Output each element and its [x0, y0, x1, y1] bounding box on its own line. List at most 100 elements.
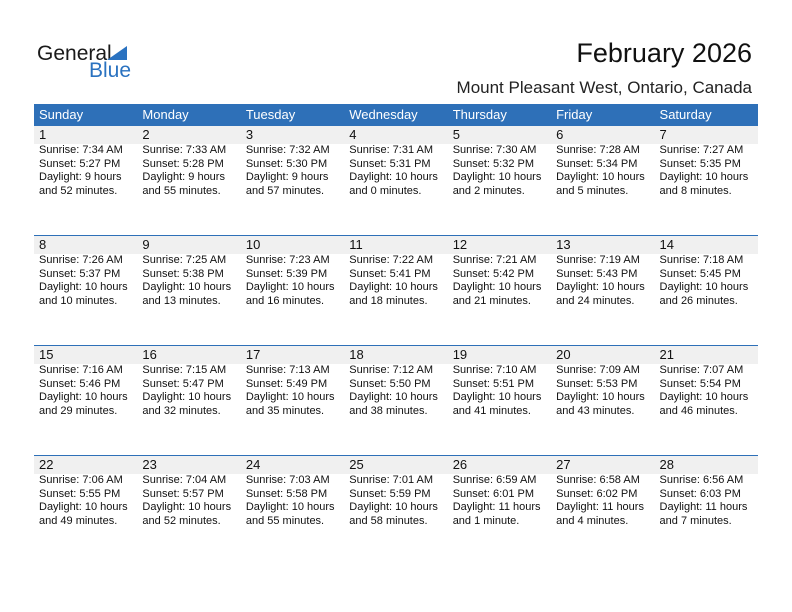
minutes-text: and 26 minutes.	[659, 294, 738, 307]
day-number: 3	[240, 126, 345, 144]
daylight-text: Daylight: 10 hours	[245, 281, 335, 293]
sunrise-text: Sunrise: 7:18 AM	[659, 254, 744, 266]
sunrise-text: Sunrise: 6:58 AM	[556, 474, 640, 486]
sunset-text: Sunset: 5:58 PM	[245, 487, 328, 500]
day-number: 25	[344, 456, 448, 474]
sunrise-text: Sunrise: 7:26 AM	[39, 254, 123, 266]
day-cell: 1 Sunrise: 7:34 AM Sunset: 5:27 PM Daylight…	[34, 126, 138, 236]
minutes-text: and 35 minutes.	[245, 404, 325, 417]
daylight-text: Daylight: 9 hours	[142, 171, 225, 183]
daylight-text: Daylight: 10 hours	[349, 281, 438, 293]
day-cell: 22 Sunrise: 7:06 AM Sunset: 5:55 PM Dayligh…	[34, 456, 138, 566]
sunset-text: Sunset: 5:42 PM	[452, 267, 535, 280]
minutes-text: and 32 minutes.	[142, 404, 221, 417]
day-cell: 13 Sunrise: 7:19 AM Sunset: 5:43 PM Dayligh…	[551, 236, 655, 346]
day-number: 7	[654, 126, 758, 144]
day-number: 21	[654, 346, 758, 364]
daylight-text: Daylight: 10 hours	[659, 391, 749, 403]
sunrise-text: Sunrise: 7:01 AM	[349, 474, 434, 486]
sunrise-text: Sunrise: 7:09 AM	[556, 364, 640, 376]
calendar-week: 1 Sunrise: 7:34 AM Sunset: 5:27 PM Daylight…	[34, 126, 758, 236]
minutes-text: and 29 minutes.	[39, 404, 118, 417]
minutes-text: and 52 minutes.	[39, 184, 118, 197]
minutes-text: and 13 minutes.	[142, 294, 221, 307]
daylight-text: Daylight: 10 hours	[452, 281, 542, 293]
day-cell: 19 Sunrise: 7:10 AM Sunset: 5:51 PM Dayligh…	[447, 346, 552, 456]
sunrise-text: Sunrise: 7:22 AM	[349, 254, 434, 266]
daylight-text: Daylight: 10 hours	[659, 171, 749, 183]
sunset-text: Sunset: 5:35 PM	[659, 157, 741, 170]
calendar-week: 22 Sunrise: 7:06 AM Sunset: 5:55 PM Dayligh…	[34, 455, 758, 566]
sunrise-text: Sunrise: 7:07 AM	[659, 364, 744, 376]
day-cell: 16 Sunrise: 7:15 AM Sunset: 5:47 PM Dayligh…	[137, 346, 241, 456]
day-number: 8	[34, 236, 138, 254]
sunrise-text: Sunrise: 7:28 AM	[556, 144, 640, 156]
day-cell: 10 Sunrise: 7:23 AM Sunset: 5:39 PM Dayligh…	[240, 236, 345, 346]
day-number: 16	[137, 346, 241, 364]
day-number: 5	[447, 126, 552, 144]
day-number: 18	[344, 346, 448, 364]
sunset-text: Sunset: 5:31 PM	[349, 157, 431, 170]
daylight-text: Daylight: 10 hours	[142, 391, 232, 403]
daylight-text: Daylight: 10 hours	[452, 171, 542, 183]
sunset-text: Sunset: 6:02 PM	[556, 487, 638, 500]
weekday-friday: Friday	[556, 107, 593, 122]
sunset-text: Sunset: 5:41 PM	[349, 267, 431, 280]
day-number: 2	[137, 126, 241, 144]
minutes-text: and 10 minutes.	[39, 294, 118, 307]
minutes-text: and 55 minutes.	[245, 514, 325, 527]
day-cell: 15 Sunrise: 7:16 AM Sunset: 5:46 PM Dayligh…	[34, 346, 138, 456]
day-number: 11	[344, 236, 448, 254]
minutes-text: and 57 minutes.	[245, 184, 325, 197]
daylight-text: Daylight: 9 hours	[39, 171, 122, 183]
daylight-text: Daylight: 10 hours	[142, 501, 232, 513]
sunset-text: Sunset: 5:54 PM	[659, 377, 741, 390]
day-cell: 23 Sunrise: 7:04 AM Sunset: 5:57 PM Dayligh…	[137, 456, 241, 566]
day-cell: 14 Sunrise: 7:18 AM Sunset: 5:45 PM Dayligh…	[654, 236, 758, 346]
sunrise-text: Sunrise: 7:33 AM	[142, 144, 227, 156]
sunset-text: Sunset: 5:55 PM	[39, 487, 121, 500]
day-number: 28	[654, 456, 758, 474]
daylight-text: Daylight: 10 hours	[556, 391, 645, 403]
daylight-text: Daylight: 10 hours	[349, 391, 438, 403]
daylight-text: Daylight: 10 hours	[39, 391, 128, 403]
minutes-text: and 58 minutes.	[349, 514, 428, 527]
daylight-text: Daylight: 10 hours	[39, 501, 128, 513]
sunrise-text: Sunrise: 7:04 AM	[142, 474, 227, 486]
calendar-week: 8 Sunrise: 7:26 AM Sunset: 5:37 PM Daylight…	[34, 235, 758, 346]
sunrise-text: Sunrise: 6:56 AM	[659, 474, 744, 486]
day-cell: 18 Sunrise: 7:12 AM Sunset: 5:50 PM Dayligh…	[344, 346, 448, 456]
sunset-text: Sunset: 5:27 PM	[39, 157, 121, 170]
minutes-text: and 38 minutes.	[349, 404, 428, 417]
minutes-text: and 8 minutes.	[659, 184, 732, 197]
weekday-monday: Monday	[142, 107, 189, 122]
daylight-text: Daylight: 11 hours	[452, 501, 541, 513]
day-number: 20	[551, 346, 655, 364]
minutes-text: and 24 minutes.	[556, 294, 635, 307]
minutes-text: and 52 minutes.	[142, 514, 221, 527]
day-number: 17	[240, 346, 345, 364]
logo-text-general: General	[37, 42, 112, 65]
day-number: 27	[551, 456, 655, 474]
sunset-text: Sunset: 5:38 PM	[142, 267, 224, 280]
sunrise-text: Sunrise: 7:15 AM	[142, 364, 227, 376]
sunrise-text: Sunrise: 7:06 AM	[39, 474, 123, 486]
daylight-text: Daylight: 10 hours	[39, 281, 128, 293]
day-cell: 4 Sunrise: 7:31 AM Sunset: 5:31 PM Daylight…	[344, 126, 448, 236]
sunrise-text: Sunrise: 6:59 AM	[452, 474, 537, 486]
sunrise-text: Sunrise: 7:25 AM	[142, 254, 227, 266]
day-number: 6	[551, 126, 655, 144]
day-number: 23	[137, 456, 241, 474]
daylight-text: Daylight: 10 hours	[349, 171, 438, 183]
location-subtitle: Mount Pleasant West, Ontario, Canada	[456, 78, 752, 97]
sunset-text: Sunset: 5:43 PM	[556, 267, 638, 280]
day-cell: 3 Sunrise: 7:32 AM Sunset: 5:30 PM Daylight…	[240, 126, 345, 236]
sunrise-text: Sunrise: 7:30 AM	[452, 144, 537, 156]
sunset-text: Sunset: 5:34 PM	[556, 157, 638, 170]
minutes-text: and 18 minutes.	[349, 294, 428, 307]
minutes-text: and 16 minutes.	[245, 294, 325, 307]
sunset-text: Sunset: 5:49 PM	[245, 377, 328, 390]
sunrise-text: Sunrise: 7:12 AM	[349, 364, 434, 376]
daylight-text: Daylight: 10 hours	[142, 281, 232, 293]
sunset-text: Sunset: 5:53 PM	[556, 377, 638, 390]
